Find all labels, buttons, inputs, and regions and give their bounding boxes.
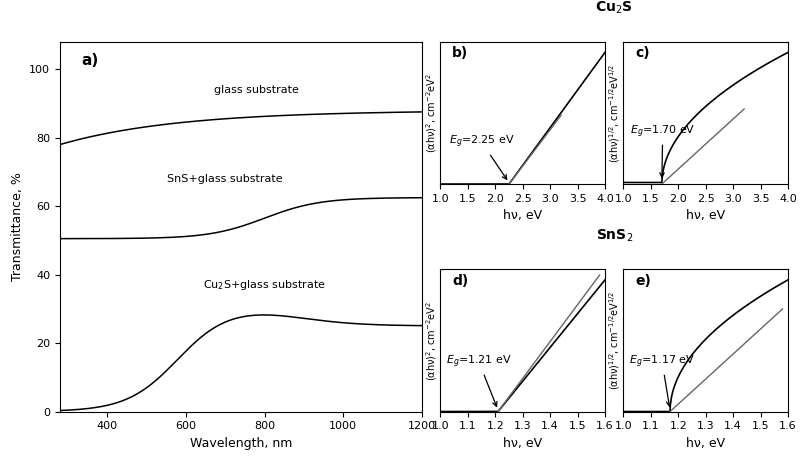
Text: $E_g$=1.21 eV: $E_g$=1.21 eV [446, 353, 511, 406]
X-axis label: hν, eV: hν, eV [503, 437, 542, 450]
Text: $E_g$=1.70 eV: $E_g$=1.70 eV [630, 123, 695, 177]
Y-axis label: (αhν)$^{1/2}$, cm$^{-1/2}$eV$^{1/2}$: (αhν)$^{1/2}$, cm$^{-1/2}$eV$^{1/2}$ [607, 291, 622, 390]
Y-axis label: (αhν)$^2$, cm$^{-2}$eV$^2$: (αhν)$^2$, cm$^{-2}$eV$^2$ [424, 73, 439, 153]
Text: a): a) [82, 53, 99, 68]
Text: e): e) [635, 273, 651, 288]
Text: Cu$_2$S: Cu$_2$S [595, 0, 633, 16]
Y-axis label: (αhν)$^2$, cm$^{-2}$eV$^2$: (αhν)$^2$, cm$^{-2}$eV$^2$ [424, 300, 439, 380]
X-axis label: hν, eV: hν, eV [686, 209, 726, 222]
X-axis label: hν, eV: hν, eV [686, 437, 726, 450]
Text: SnS$_2$: SnS$_2$ [596, 227, 633, 244]
Text: $E_g$=2.25 eV: $E_g$=2.25 eV [449, 134, 514, 179]
Y-axis label: Transmittance, %: Transmittance, % [10, 172, 24, 281]
X-axis label: hν, eV: hν, eV [503, 209, 542, 222]
Text: SnS+glass substrate: SnS+glass substrate [167, 174, 283, 184]
Text: glass substrate: glass substrate [214, 85, 299, 95]
Text: $E_g$=1.17 eV: $E_g$=1.17 eV [629, 353, 695, 406]
Text: Cu$_2$S+glass substrate: Cu$_2$S+glass substrate [203, 278, 326, 292]
Text: d): d) [452, 273, 468, 288]
Text: c): c) [635, 46, 650, 60]
Text: b): b) [452, 46, 468, 60]
Y-axis label: (αhν)$^{1/2}$, cm$^{-1/2}$eV$^{1/2}$: (αhν)$^{1/2}$, cm$^{-1/2}$eV$^{1/2}$ [607, 63, 622, 163]
X-axis label: Wavelength, nm: Wavelength, nm [190, 437, 292, 450]
